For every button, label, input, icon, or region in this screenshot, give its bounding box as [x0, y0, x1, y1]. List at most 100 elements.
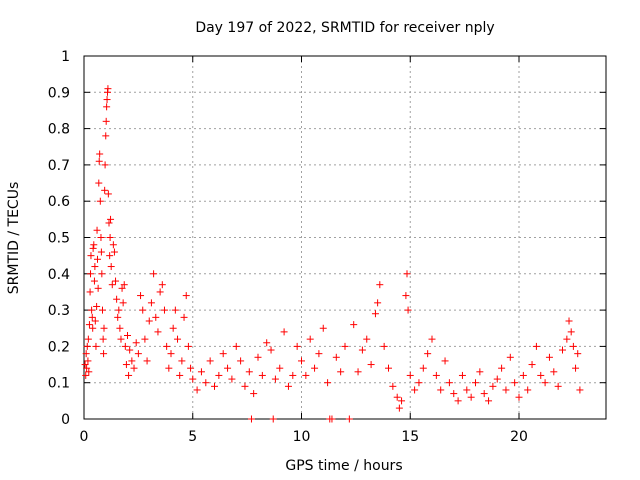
y-tick-label: 0.3 — [48, 303, 70, 319]
data-point — [103, 103, 111, 111]
data-point — [145, 317, 153, 325]
data-point — [211, 382, 218, 390]
data-point — [132, 339, 140, 347]
data-point — [341, 342, 349, 350]
data-point — [269, 415, 277, 423]
data-point — [150, 270, 158, 278]
data-point — [119, 299, 127, 307]
data-point — [84, 335, 92, 343]
data-point — [176, 371, 184, 379]
data-point — [293, 342, 301, 350]
data-point — [143, 357, 151, 365]
data-point — [105, 219, 113, 227]
data-point — [120, 281, 128, 289]
data-point — [121, 342, 129, 350]
data-point — [569, 342, 577, 350]
data-point — [109, 241, 117, 249]
y-tick-label: 0.6 — [48, 194, 70, 210]
data-point — [124, 332, 131, 340]
data-point — [92, 342, 100, 350]
chart-title: Day 197 of 2022, SRMTID for receiver npl… — [195, 20, 494, 36]
data-point — [298, 357, 305, 365]
data-point — [90, 241, 98, 249]
data-point — [576, 386, 584, 394]
data-point — [441, 357, 449, 365]
data-point — [174, 335, 182, 343]
data-point — [284, 382, 292, 390]
data-point — [554, 382, 562, 390]
data-point — [376, 281, 384, 289]
data-point — [99, 335, 107, 343]
data-point — [102, 132, 110, 140]
data-point — [193, 386, 201, 394]
data-point — [91, 317, 99, 325]
data-point — [158, 281, 166, 289]
data-point — [167, 350, 175, 358]
data-point — [428, 335, 436, 343]
data-point — [197, 368, 205, 376]
data-point — [406, 371, 414, 379]
data-point — [89, 324, 97, 332]
data-point — [315, 350, 323, 358]
data-point — [89, 244, 97, 252]
data-point — [94, 284, 102, 292]
data-point — [206, 357, 214, 365]
x-tick-label: 5 — [188, 429, 197, 445]
data-point — [96, 150, 104, 158]
data-point — [550, 368, 558, 376]
data-point — [403, 270, 411, 278]
data-point — [247, 415, 255, 423]
data-point — [90, 277, 98, 285]
data-point — [98, 270, 106, 278]
data-point — [187, 364, 195, 372]
y-tick-label: 1 — [61, 49, 70, 65]
data-point — [125, 371, 133, 379]
data-point — [528, 361, 536, 369]
data-point — [189, 375, 197, 383]
data-point — [182, 292, 190, 300]
data-point — [337, 368, 345, 376]
data-point — [367, 361, 375, 369]
data-point — [454, 397, 462, 405]
data-point — [437, 386, 445, 394]
data-point — [537, 371, 545, 379]
data-point — [139, 306, 147, 314]
data-point — [250, 390, 258, 398]
data-point — [100, 350, 108, 358]
data-point — [254, 353, 262, 361]
data-point — [84, 357, 92, 365]
data-point — [415, 379, 423, 387]
data-point — [100, 324, 108, 332]
data-point — [122, 361, 130, 369]
data-point — [245, 368, 253, 376]
data-point — [276, 364, 284, 372]
data-point — [467, 393, 475, 401]
data-point — [411, 386, 419, 394]
data-point — [130, 364, 138, 372]
data-point — [184, 342, 192, 350]
data-point — [450, 390, 458, 398]
y-axis-label: SRMTID / TECUs — [6, 182, 22, 295]
data-point — [345, 415, 353, 423]
data-point — [480, 390, 488, 398]
data-point — [102, 117, 110, 125]
data-point — [371, 310, 379, 318]
data-point — [445, 379, 453, 387]
data-point — [306, 335, 314, 343]
data-point — [485, 397, 493, 405]
data-point — [147, 299, 155, 307]
data-point — [202, 379, 210, 387]
data-point — [116, 324, 124, 332]
data-point — [97, 234, 105, 241]
data-point — [432, 371, 440, 379]
data-point — [524, 386, 532, 394]
data-point — [572, 364, 580, 372]
data-point — [563, 335, 571, 343]
data-point — [106, 234, 114, 241]
data-point — [114, 313, 122, 321]
data-point — [96, 197, 104, 205]
data-point — [93, 302, 101, 310]
data-point — [224, 364, 232, 372]
data-point — [289, 371, 297, 379]
